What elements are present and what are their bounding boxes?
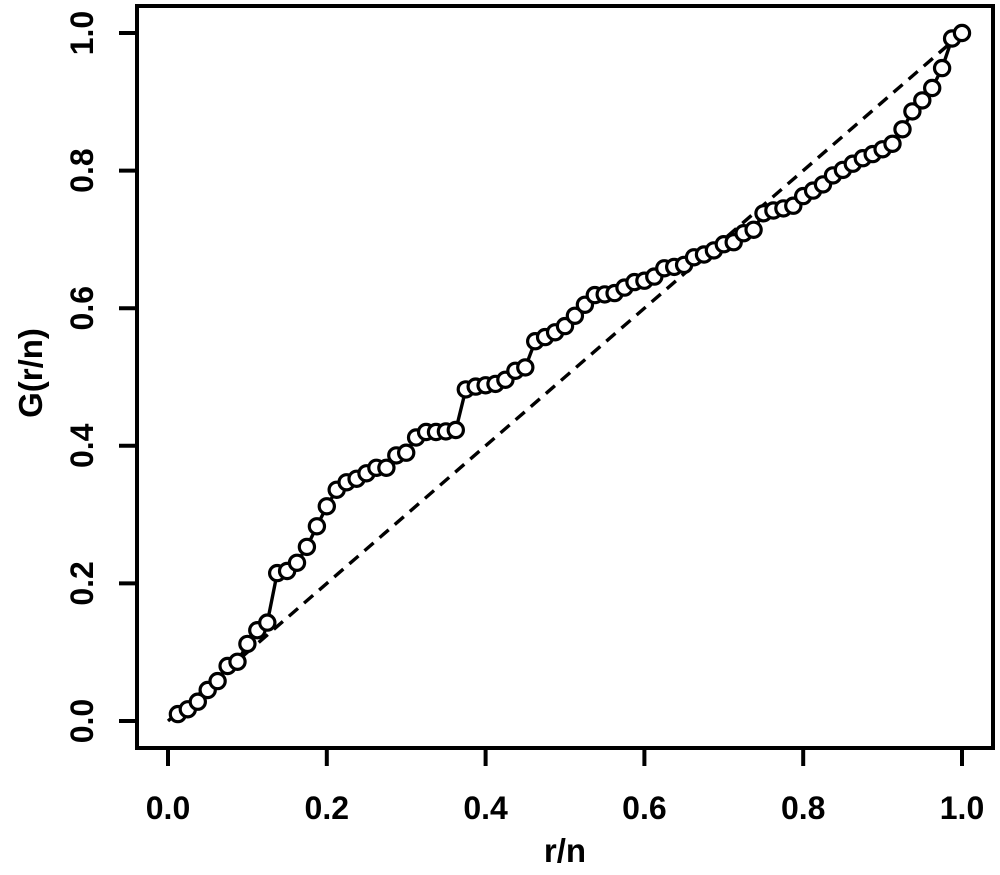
x-tick-label: 1.0 [940, 790, 984, 826]
data-point [744, 220, 763, 239]
data-point [893, 120, 912, 139]
plot-box [135, 4, 995, 750]
data-point [258, 613, 277, 632]
data-point [297, 537, 317, 557]
data-point [188, 692, 207, 711]
x-tick-label: 0.8 [781, 790, 825, 826]
data-point [377, 458, 396, 477]
data-point [565, 306, 585, 325]
x-tick-label: 0.2 [305, 790, 349, 826]
x-axis: 0.0 0.2 0.4 0.6 0.8 1.0 [146, 748, 984, 826]
data-point [317, 497, 336, 516]
data-point [287, 553, 307, 573]
reference-diagonal-line [166, 31, 964, 723]
data-point [932, 58, 952, 78]
data-point [238, 634, 257, 654]
y-axis-title: G(r/n) [12, 328, 49, 418]
x-tick-label: 0.0 [146, 790, 190, 826]
x-tick-label: 0.4 [463, 790, 508, 826]
data-point [208, 671, 227, 691]
y-tick-label: 0.4 [64, 423, 100, 468]
y-tick-label: 0.2 [64, 561, 100, 605]
data-point [516, 358, 535, 377]
series-lines [166, 31, 964, 723]
y-tick-label: 0.6 [64, 286, 100, 330]
data-point [307, 517, 327, 536]
data-point [397, 443, 416, 462]
y-axis: 0.0 0.2 0.4 0.6 0.8 1.0 [64, 11, 137, 743]
y-tick-label: 0.0 [64, 699, 100, 743]
data-point [446, 420, 465, 440]
data-point [913, 91, 932, 110]
data-point [883, 134, 902, 153]
data-point [952, 23, 972, 43]
y-tick-label: 0.8 [64, 148, 100, 192]
data-point-markers [168, 23, 972, 724]
x-axis-title: r/n [544, 832, 586, 869]
y-tick-label: 1.0 [64, 11, 100, 55]
data-point [923, 78, 942, 98]
data-point [228, 652, 247, 672]
x-tick-label: 0.6 [622, 790, 666, 826]
data-point [903, 102, 922, 121]
